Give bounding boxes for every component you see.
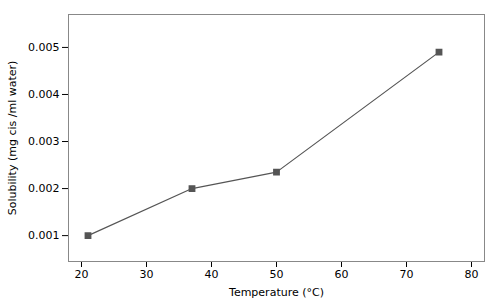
svg-text:50: 50 [270, 268, 284, 281]
svg-text:Temperature (°C): Temperature (°C) [228, 286, 324, 299]
svg-text:0.002: 0.002 [28, 182, 60, 195]
svg-text:20: 20 [75, 268, 89, 281]
svg-text:40: 40 [205, 268, 219, 281]
svg-text:60: 60 [335, 268, 349, 281]
svg-text:0.001: 0.001 [28, 229, 60, 242]
svg-text:30: 30 [140, 268, 154, 281]
svg-text:70: 70 [400, 268, 414, 281]
svg-text:Solubility (mg cis /ml water): Solubility (mg cis /ml water) [6, 61, 19, 216]
svg-text:0.005: 0.005 [28, 41, 60, 54]
svg-text:0.003: 0.003 [28, 135, 60, 148]
svg-text:0.004: 0.004 [28, 88, 60, 101]
svg-text:80: 80 [465, 268, 479, 281]
